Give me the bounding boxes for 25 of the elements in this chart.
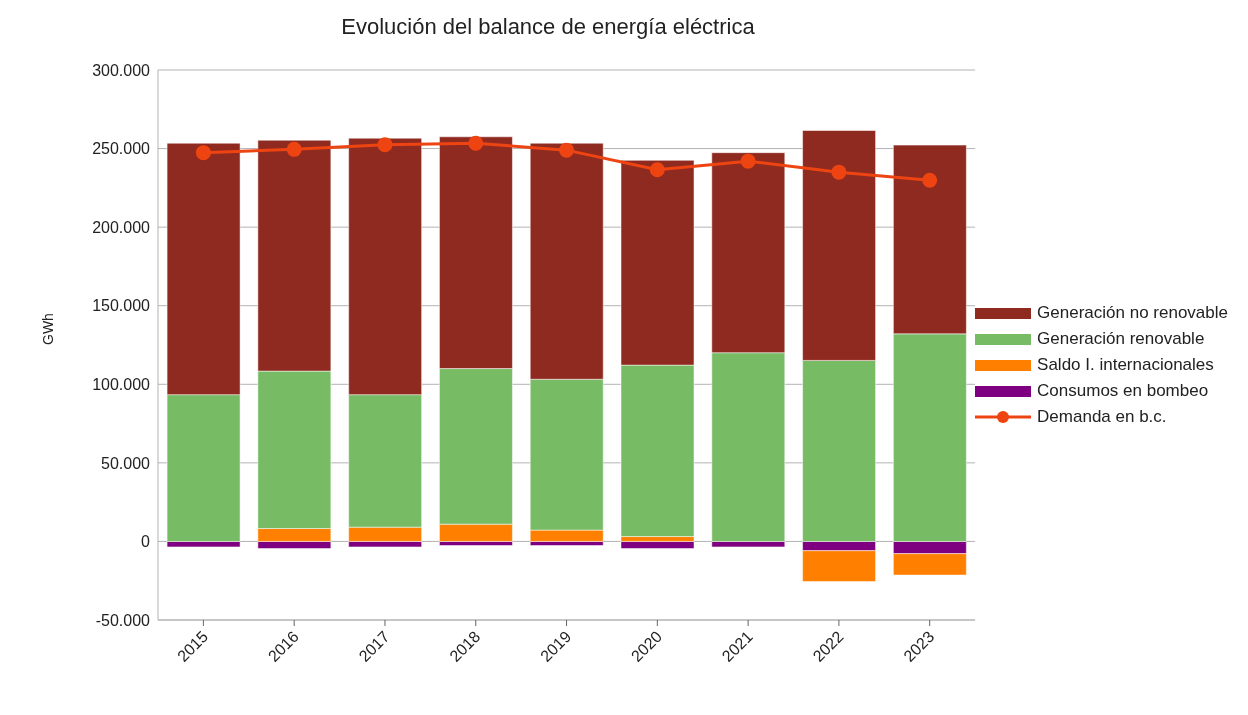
point: [740, 153, 756, 169]
point: [559, 142, 575, 158]
chart-title: Evolución del balance de energía eléctrica: [341, 14, 755, 40]
y-tick-label: 200.000: [92, 218, 151, 236]
legend-label: Demanda en b.c.: [1037, 407, 1167, 427]
y-tick-label: 250.000: [92, 140, 151, 158]
y-tick-label: 100.000: [92, 375, 151, 393]
y-tick-label: -50.000: [95, 611, 151, 629]
point: [377, 137, 393, 153]
bar: [620, 541, 695, 549]
point: [195, 145, 211, 161]
y-tick-label: 300.000: [92, 61, 151, 79]
point: [649, 162, 665, 178]
point: [922, 172, 938, 188]
point: [286, 141, 302, 157]
legend-label: Generación no renovable: [1037, 303, 1228, 323]
legend-label: Saldo I. internacionales: [1037, 355, 1214, 375]
y-tick-label: 0: [141, 533, 151, 551]
point: [831, 164, 847, 180]
y-axis-title: GWh: [39, 313, 56, 345]
legend-label: Consumos en bombeo: [1037, 381, 1209, 401]
y-tick-label: 150.000: [92, 297, 151, 315]
point: [468, 135, 484, 151]
y-tick-label: 50.000: [101, 454, 151, 472]
legend-label: Generación renovable: [1037, 329, 1205, 349]
